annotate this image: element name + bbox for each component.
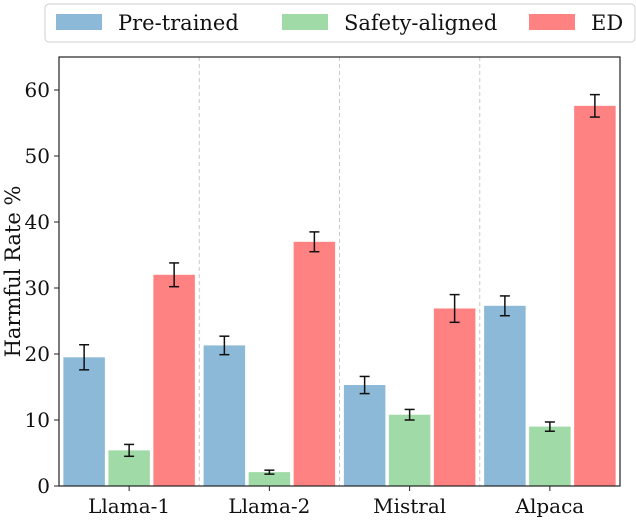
- error-bar-safety-aligned-llama-2: [264, 469, 275, 475]
- legend-item-safety-aligned: Safety-aligned: [282, 11, 497, 35]
- y-tick-label: 40: [25, 210, 50, 234]
- error-bars: [79, 93, 600, 475]
- error-bar-pre-trained-llama-1: [79, 344, 90, 371]
- y-axis-label: Harmful Rate %: [1, 186, 25, 358]
- legend-label: Pre-trained: [118, 11, 239, 35]
- y-tick-label: 20: [25, 342, 50, 366]
- y-tick-label: 10: [25, 408, 50, 432]
- legend-swatch: [529, 14, 575, 30]
- legend-label: Safety-aligned: [344, 11, 497, 35]
- y-tick-label: 60: [25, 78, 50, 102]
- bar-pre-trained-llama-2: [203, 345, 246, 486]
- error-bar-ed-alpaca: [589, 93, 600, 118]
- group-separators: [198, 57, 481, 486]
- legend-swatch: [282, 14, 328, 30]
- bar-ed-alpaca: [574, 105, 616, 486]
- error-bar-pre-trained-mistral: [359, 375, 370, 395]
- plot-border: [58, 56, 621, 487]
- x-tick-label: Mistral: [373, 494, 446, 518]
- y-tick-label: 30: [25, 276, 50, 300]
- bar-pre-trained-mistral: [343, 385, 386, 486]
- legend-item-ed: ED: [529, 11, 623, 35]
- y-tick-label: 0: [37, 474, 50, 498]
- error-bar-safety-aligned-alpaca: [544, 421, 555, 432]
- bar-pre-trained-alpaca: [484, 305, 526, 486]
- bar-safety-aligned-alpaca: [529, 426, 571, 486]
- x-tick-label: Alpaca: [515, 494, 585, 518]
- bar-safety-aligned-llama-2: [248, 472, 291, 486]
- legend-label: ED: [591, 11, 623, 35]
- y-axis: 0 10 20 30 40 50 60: [25, 78, 59, 498]
- error-bar-safety-aligned-mistral: [404, 408, 415, 421]
- x-axis: Llama-1 Llama-2 Mistral Alpaca: [88, 486, 584, 518]
- legend: Pre-trained Safety-aligned ED: [44, 3, 636, 43]
- error-bar-ed-llama-1: [169, 262, 180, 288]
- bar-pre-trained-llama-1: [63, 357, 105, 486]
- legend-item-pre-trained: Pre-trained: [56, 11, 239, 35]
- bar-safety-aligned-mistral: [388, 414, 431, 486]
- error-bar-safety-aligned-llama-1: [124, 443, 135, 458]
- bar-ed-llama-2: [293, 241, 336, 486]
- legend-box: [44, 3, 636, 43]
- legend-swatch: [56, 14, 102, 30]
- y-tick-label: 50: [25, 144, 50, 168]
- error-bar-ed-llama-2: [309, 231, 320, 253]
- error-bar-pre-trained-alpaca: [499, 295, 510, 317]
- error-bar-pre-trained-llama-2: [219, 335, 230, 356]
- x-tick-label: Llama-1: [88, 494, 170, 518]
- bar-ed-llama-1: [153, 274, 195, 486]
- bar-ed-mistral: [433, 308, 476, 486]
- error-bar-ed-mistral: [449, 293, 460, 324]
- x-tick-label: Llama-2: [228, 494, 310, 518]
- bars: [63, 105, 616, 486]
